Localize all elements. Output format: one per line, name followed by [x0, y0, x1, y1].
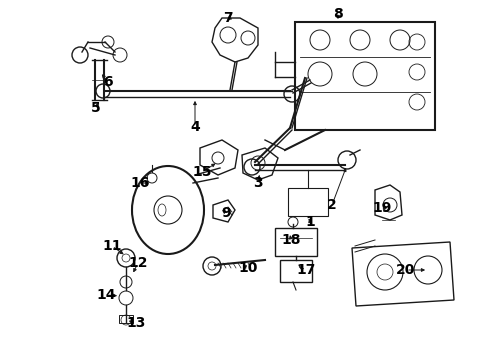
Text: 8: 8: [333, 7, 343, 21]
Text: 5: 5: [91, 101, 101, 115]
Text: 17: 17: [296, 263, 316, 277]
Text: 11: 11: [102, 239, 122, 253]
Bar: [275, 228, 317, 256]
Text: 10: 10: [238, 261, 258, 275]
Text: 2: 2: [327, 198, 337, 212]
Text: 7: 7: [223, 11, 233, 25]
Text: 20: 20: [396, 263, 416, 277]
Text: 15: 15: [192, 165, 212, 179]
Text: 6: 6: [103, 75, 113, 89]
Bar: [119, 315, 133, 323]
Text: 4: 4: [190, 120, 200, 134]
Text: 12: 12: [128, 256, 148, 270]
Text: 14: 14: [96, 288, 116, 302]
Text: 1: 1: [305, 215, 315, 229]
Text: 3: 3: [253, 176, 263, 190]
Bar: [288, 188, 328, 216]
Bar: [295, 22, 435, 130]
Bar: [280, 260, 312, 282]
Text: 16: 16: [130, 176, 149, 190]
Text: 9: 9: [221, 206, 231, 220]
Text: 13: 13: [126, 316, 146, 330]
Text: 18: 18: [281, 233, 301, 247]
Text: 19: 19: [372, 201, 392, 215]
